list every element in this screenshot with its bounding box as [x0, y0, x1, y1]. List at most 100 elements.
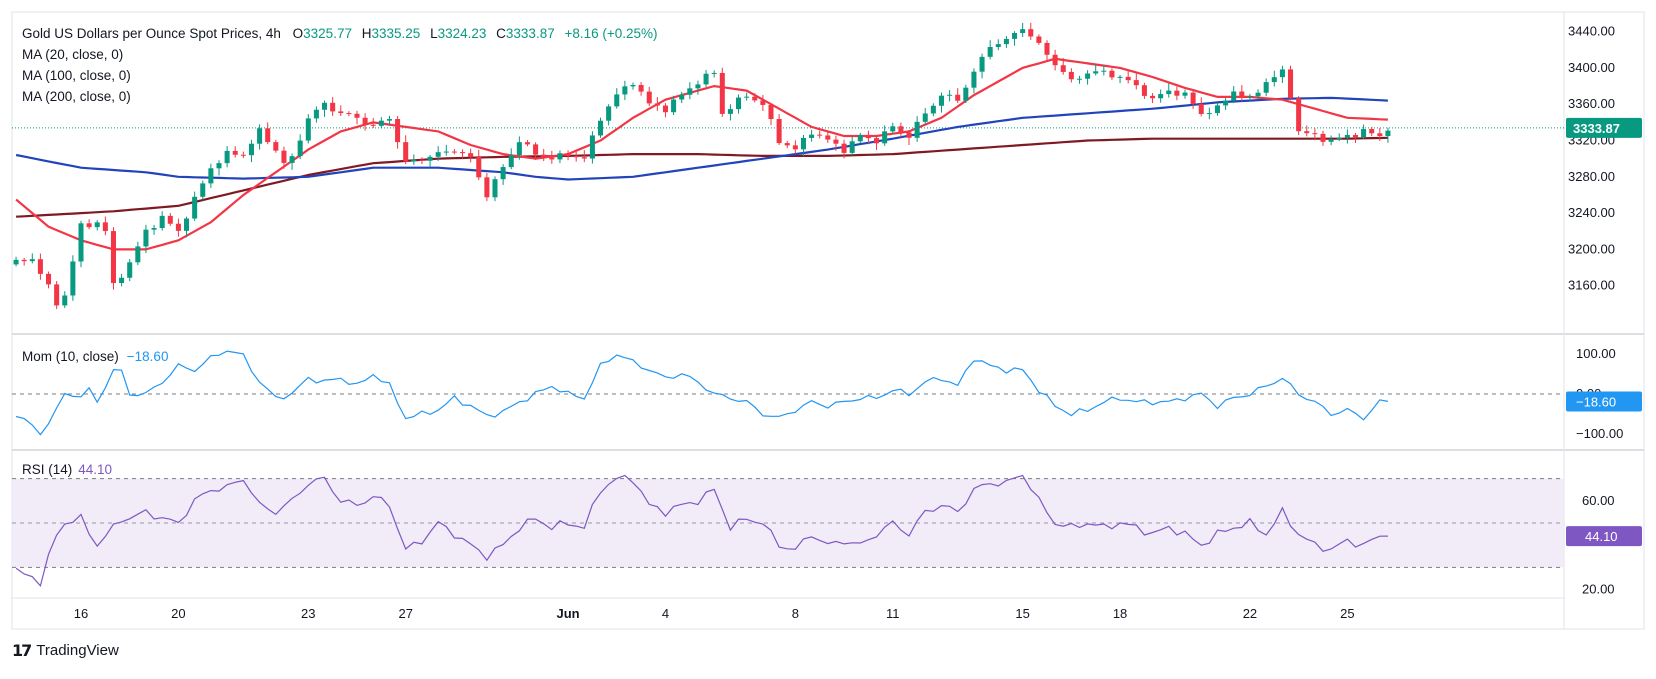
- candle-body: [281, 150, 287, 163]
- candle-body: [947, 94, 953, 96]
- price-tick-label: 3360.00: [1568, 96, 1615, 111]
- candle-body: [1076, 78, 1082, 80]
- candle-body: [427, 156, 433, 161]
- candle-body: [1044, 42, 1050, 55]
- candle-body: [995, 44, 1001, 47]
- close-label: C: [496, 26, 506, 41]
- open-label: O: [293, 26, 304, 41]
- last-price-badge-text: 3333.87: [1573, 121, 1620, 136]
- candle-body: [557, 153, 563, 160]
- candle-body: [792, 145, 798, 150]
- candle-body: [1304, 131, 1310, 134]
- low-label: L: [430, 26, 438, 41]
- candle-body: [687, 88, 693, 95]
- ma100-legend[interactable]: MA (100, close, 0): [22, 68, 131, 83]
- candle-body: [1052, 54, 1058, 66]
- candle-body: [224, 150, 230, 164]
- candle-body: [1198, 103, 1204, 114]
- candle-body: [719, 72, 725, 114]
- candle-body: [622, 86, 628, 95]
- candle-body: [930, 105, 936, 114]
- candle-body: [833, 139, 839, 144]
- candle-body: [330, 102, 336, 112]
- candle-body: [671, 99, 677, 113]
- candle-body: [1239, 91, 1245, 97]
- candle-body: [630, 84, 636, 87]
- candle-body: [1141, 85, 1147, 96]
- last-price-badge: [1566, 117, 1642, 138]
- candle-body: [1133, 80, 1139, 86]
- candle-body: [549, 157, 555, 160]
- rsi-legend[interactable]: RSI (14) 44.10: [22, 462, 112, 477]
- candle-body: [248, 143, 254, 156]
- candle-body: [1068, 71, 1074, 80]
- candle-body: [1174, 90, 1180, 96]
- candle-body: [232, 150, 238, 155]
- momentum-layer: [15, 350, 1389, 436]
- candle-body: [86, 223, 92, 228]
- ma200-legend[interactable]: MA (200, close, 0): [22, 89, 131, 104]
- rsi-layer: [15, 474, 1388, 588]
- mom-line: [15, 350, 1389, 436]
- candle-body: [1263, 82, 1269, 93]
- candle-body: [94, 222, 100, 228]
- time-tick-label: 4: [662, 606, 669, 621]
- candle-body: [62, 295, 68, 306]
- ma100-line: [15, 96, 1388, 181]
- rsi-legend-value: 44.10: [78, 462, 112, 477]
- tradingview-mark-icon: 17: [12, 641, 32, 660]
- candle-body: [468, 153, 474, 158]
- candle-body: [906, 132, 912, 138]
- time-tick-label: 8: [792, 606, 799, 621]
- candle-body: [938, 95, 944, 106]
- candle-body: [1085, 73, 1091, 79]
- candle-body: [143, 229, 149, 247]
- candle-body: [589, 135, 595, 159]
- symbol-title: Gold US Dollars per Ounce Spot Prices, 4…: [22, 26, 281, 41]
- candle-body: [135, 246, 141, 263]
- candle-body: [963, 87, 969, 101]
- candle-body: [679, 94, 685, 100]
- candle-body: [1003, 38, 1009, 45]
- candle-body: [598, 120, 604, 136]
- ma20-legend[interactable]: MA (20, close, 0): [22, 47, 123, 62]
- candle-body: [451, 151, 457, 153]
- legend-header: Gold US Dollars per Ounce Spot Prices, 4…: [22, 26, 658, 41]
- candle-body: [102, 222, 108, 232]
- rsi-badge: [1566, 526, 1642, 547]
- candle-body: [216, 163, 222, 169]
- low-value: 3324.23: [438, 26, 487, 41]
- candle-body: [971, 71, 977, 88]
- candle-body: [1125, 76, 1131, 81]
- candle-body: [768, 104, 774, 120]
- candle-body: [541, 154, 547, 158]
- candle-body: [849, 141, 855, 153]
- candle-body: [1247, 96, 1253, 98]
- candle-body: [1223, 100, 1229, 106]
- time-tick-label: 23: [301, 606, 315, 621]
- tradingview-logo[interactable]: 17 TradingView: [12, 641, 119, 660]
- candle-body: [1320, 133, 1326, 142]
- candle-body: [987, 46, 993, 57]
- candle-body: [492, 179, 498, 198]
- candle-body: [662, 105, 668, 113]
- candle-body: [1020, 29, 1026, 34]
- candle-body: [1336, 137, 1342, 140]
- candle-body: [1093, 71, 1099, 74]
- ma200-line: [16, 136, 1388, 218]
- moving-averages-layer: [15, 57, 1388, 251]
- candle-body: [841, 143, 847, 153]
- price-tick-label: 3240.00: [1568, 205, 1615, 220]
- mom-tick-label: −100.00: [1576, 426, 1623, 441]
- rsi-label: RSI (14): [22, 462, 72, 477]
- candle-body: [338, 111, 344, 114]
- candle-body: [922, 113, 928, 122]
- mom-legend[interactable]: Mom (10, close) −18.60: [22, 349, 168, 364]
- candle-body: [200, 183, 206, 197]
- candle-body: [865, 134, 871, 139]
- candle-body: [1182, 92, 1188, 96]
- candle-body: [273, 142, 279, 151]
- time-tick-label: 27: [398, 606, 412, 621]
